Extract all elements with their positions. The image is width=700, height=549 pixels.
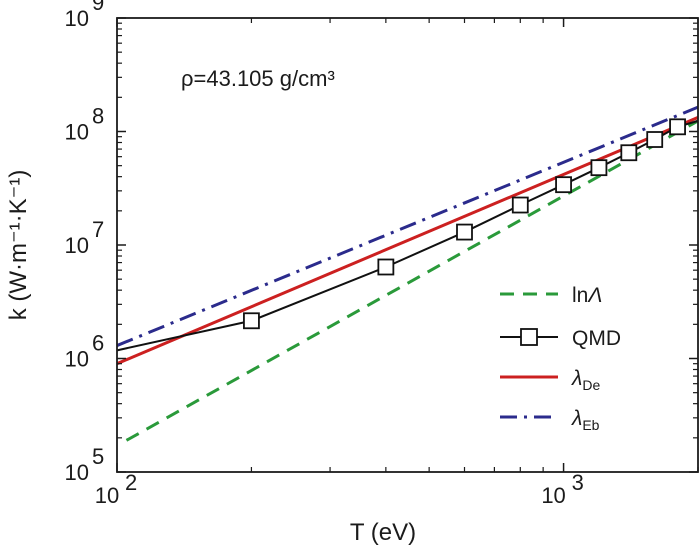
y-tick-label: 10: [65, 6, 89, 31]
qmd-square-point: [646, 131, 664, 148]
qmd-square-point: [243, 312, 260, 330]
x-axis-label: T (eV): [350, 519, 416, 546]
qmd-square-point: [555, 176, 572, 194]
series-line-2: [116, 116, 699, 366]
series-line-0: [125, 119, 699, 442]
legend-subscript-text: Eb: [582, 417, 599, 433]
legend-qmd-square: [520, 328, 538, 346]
x-tick-exponent: 3: [572, 470, 584, 495]
legend-italic-text: λ: [571, 407, 582, 430]
y-tick-label: 10: [65, 120, 89, 145]
qmd-square-point: [590, 159, 608, 177]
density-annotation: ρ=43.105 g/cm³: [181, 66, 335, 91]
y-tick-exponent: 8: [92, 104, 104, 129]
y-tick-label: 10: [65, 233, 89, 258]
y-tick-label: 10: [65, 347, 89, 372]
legend-italic-text: λ: [571, 367, 582, 390]
qmd-square-point: [620, 144, 638, 162]
y-tick-label: 10: [65, 460, 89, 485]
y-tick-exponent: 6: [92, 331, 104, 356]
y-tick-exponent: 5: [92, 444, 104, 469]
legend-italic-text: Λ: [587, 284, 602, 307]
series-line-3: [116, 105, 699, 347]
legend-label-1: QMD: [572, 327, 621, 350]
legend-label-0: lnΛ: [572, 284, 602, 307]
legend-label-2: λDe: [571, 367, 600, 393]
plot-content: [116, 105, 699, 442]
qmd-square-point: [511, 196, 529, 214]
y-tick-exponent: 9: [92, 0, 104, 15]
y-tick-exponent: 7: [92, 217, 104, 242]
x-tick-label: 10: [541, 483, 565, 508]
x-tick-label: 10: [95, 483, 119, 508]
legend-subscript-text: De: [582, 377, 600, 393]
x-tick-exponent: 2: [125, 470, 137, 495]
qmd-square-point: [456, 223, 473, 241]
axes: [116, 17, 699, 473]
y-axis-label: k (W·m⁻¹·K⁻¹): [5, 170, 32, 321]
legend-main-text: QMD: [572, 327, 621, 350]
qmd-square-point: [377, 258, 395, 276]
qmd-square-point: [669, 118, 686, 136]
legend-main-text: ln: [572, 284, 588, 307]
legend-label-3: λEb: [571, 407, 600, 433]
